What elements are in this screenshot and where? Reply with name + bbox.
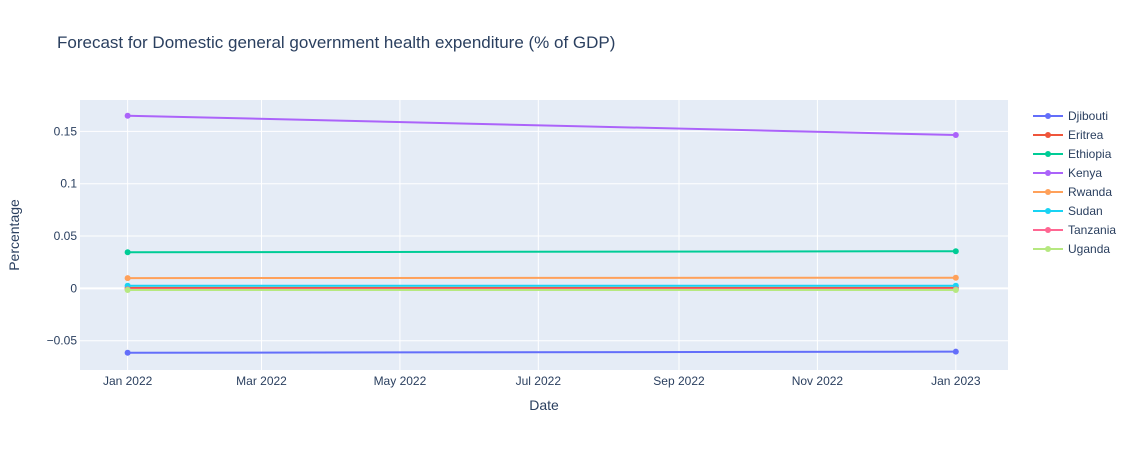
y-tick-label: 0 <box>70 281 77 295</box>
legend-swatch <box>1031 148 1065 160</box>
legend-swatch-marker <box>1045 151 1051 157</box>
x-tick-label: Nov 2022 <box>792 374 844 388</box>
series-line <box>128 352 956 353</box>
legend-swatch-marker <box>1045 189 1051 195</box>
data-point <box>953 287 959 293</box>
legend-label: Djibouti <box>1068 109 1108 123</box>
data-point <box>125 249 131 255</box>
legend-item-ethiopia[interactable]: Ethiopia <box>1031 144 1116 163</box>
legend-label: Kenya <box>1068 166 1102 180</box>
legend-label: Ethiopia <box>1068 147 1111 161</box>
x-tick-label: Mar 2022 <box>236 374 287 388</box>
data-point <box>953 275 959 281</box>
x-tick-label: Jan 2023 <box>931 374 981 388</box>
legend-swatch <box>1031 205 1065 217</box>
legend-item-sudan[interactable]: Sudan <box>1031 201 1116 220</box>
legend-swatch <box>1031 167 1065 179</box>
x-tick-label: Sep 2022 <box>653 374 705 388</box>
series-line <box>128 251 956 252</box>
legend-item-eritrea[interactable]: Eritrea <box>1031 125 1116 144</box>
legend-item-djibouti[interactable]: Djibouti <box>1031 106 1116 125</box>
data-point <box>953 349 959 355</box>
y-tick-label: −0.05 <box>47 334 78 348</box>
legend-swatch-marker <box>1045 170 1051 176</box>
legend-item-tanzania[interactable]: Tanzania <box>1031 220 1116 239</box>
legend-swatch-marker <box>1045 132 1051 138</box>
legend-item-kenya[interactable]: Kenya <box>1031 163 1116 182</box>
legend-swatch <box>1031 186 1065 198</box>
y-tick-label: 0.05 <box>54 229 78 243</box>
legend-swatch <box>1031 110 1065 122</box>
y-tick-label: 0.1 <box>60 177 77 191</box>
legend-label: Uganda <box>1068 242 1110 256</box>
x-tick-label: Jan 2022 <box>103 374 153 388</box>
legend-swatch <box>1031 224 1065 236</box>
data-point <box>125 113 131 119</box>
data-point <box>125 350 131 356</box>
y-axis-title: Percentage <box>6 199 22 271</box>
legend-label: Sudan <box>1068 204 1103 218</box>
legend: Djibouti Eritrea Ethiopia Kenya Rwanda Sudan T… <box>1031 106 1116 258</box>
legend-label: Eritrea <box>1068 128 1103 142</box>
y-tick-label: 0.15 <box>54 124 78 138</box>
legend-swatch-marker <box>1045 227 1051 233</box>
data-point <box>125 275 131 281</box>
legend-swatch-marker <box>1045 246 1051 252</box>
plot-background <box>80 100 1008 370</box>
x-axis-title: Date <box>529 397 559 413</box>
data-point <box>125 287 131 293</box>
legend-swatch-marker <box>1045 208 1051 214</box>
data-point <box>953 248 959 254</box>
legend-item-rwanda[interactable]: Rwanda <box>1031 182 1116 201</box>
chart-title: Forecast for Domestic general government… <box>57 33 615 53</box>
legend-swatch-marker <box>1045 113 1051 119</box>
data-point <box>953 132 959 138</box>
x-tick-label: May 2022 <box>374 374 427 388</box>
legend-swatch <box>1031 129 1065 141</box>
legend-label: Rwanda <box>1068 185 1112 199</box>
legend-swatch <box>1031 243 1065 255</box>
legend-item-uganda[interactable]: Uganda <box>1031 239 1116 258</box>
x-tick-label: Jul 2022 <box>516 374 562 388</box>
legend-label: Tanzania <box>1068 223 1116 237</box>
